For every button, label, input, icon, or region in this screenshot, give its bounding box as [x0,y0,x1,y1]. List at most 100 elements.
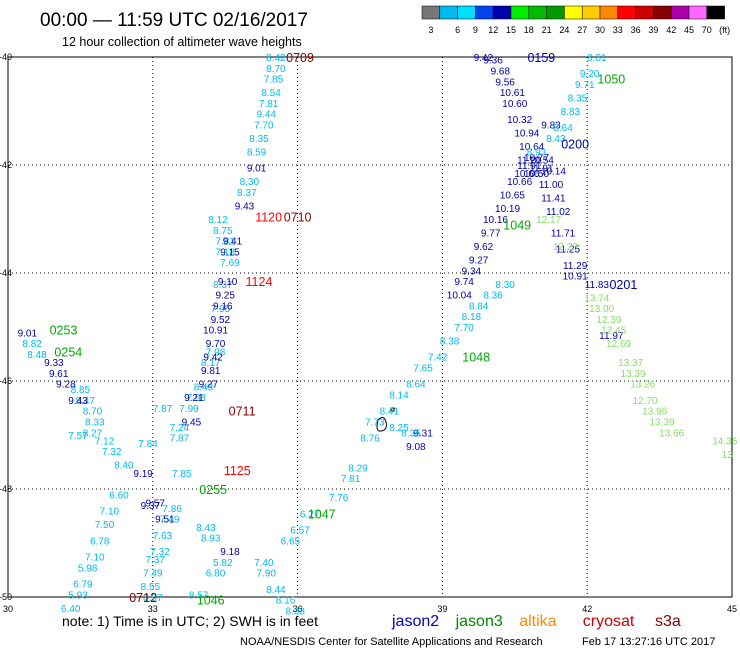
swh-label: 9.41 [223,237,243,248]
swh-label: 8.47 [75,396,95,407]
swh-label: 6.57 [290,526,310,537]
swh-label: 7.81 [259,99,279,110]
swh-label: 8.16 [276,596,296,607]
satellite-name: altika [519,613,556,630]
swh-label: 8.82 [22,339,42,350]
swh-label: 13.37 [618,358,643,369]
swh-label: 9.34 [462,266,482,277]
time-label: 0710 [284,210,312,224]
swh-label: 7.81 [341,474,361,485]
plot-frame [7,56,733,598]
swh-label: 10.61 [500,88,525,99]
legend-swatch [439,5,458,20]
footer-credit: NOAA/NESDIS Center for Satellite Applica… [240,636,543,648]
legend-label: 12 [488,25,498,35]
y-tick-label: -40 [0,52,12,62]
swh-label: 9.19 [133,469,153,480]
y-tick-label: -42 [0,160,12,170]
swh-label: 7.32 [150,547,170,558]
swh-label: 6.27 [300,509,320,520]
legend-label: 18 [524,25,534,35]
swh-label: 8.30 [240,177,260,188]
swh-label: 6.79 [73,580,93,591]
legend-label: (ft) [719,25,730,35]
time-label: 0711 [229,405,256,419]
legend-label: 45 [684,25,694,35]
swh-label: 13.74 [584,293,609,304]
swh-label: 11.41 [541,193,566,204]
swh-label: 12.17 [536,215,561,226]
swh-label: 7.50 [95,520,115,531]
x-tick-label: 36 [293,604,303,614]
swh-label: 8.93 [201,534,221,545]
swh-label: 8.25 [389,423,409,434]
swh-label: 7.99 [179,404,199,415]
time-label: 0253 [50,324,78,338]
swh-label: 6.80 [206,569,226,580]
swh-label: 13.00 [589,304,614,315]
swh-label: 10.94 [514,129,539,140]
legend-swatch [706,5,725,20]
swh-label: 8.37 [237,188,257,199]
swh-label: 9.51 [155,515,175,526]
swh-label: 11.00 [539,180,564,191]
swh-label: 13.66 [659,428,684,439]
swh-label: 8.44 [266,585,286,596]
legend-swatch [421,5,441,20]
swh-label: 9.18 [220,547,240,558]
swh-label: 6.78 [90,536,110,547]
swh-label: 7.85 [264,75,284,86]
swh-label: 9.81 [201,366,221,377]
swh-label: 8.40 [114,461,134,472]
legend-swatch [457,5,476,20]
swh-label: 9.43 [235,202,255,213]
time-label: 0709 [286,51,314,65]
swh-label: 9.16 [213,301,233,312]
swh-label: 9.31 [413,428,433,439]
swh-label: 11.20 [517,156,542,167]
swh-label: 5.82 [213,558,233,569]
swh-label: 5.93 [68,590,88,601]
swh-label: 10.16 [483,215,508,226]
swh-label: 7.90 [256,569,276,580]
swh-label: 8.64 [406,380,426,391]
legend-label: 39 [648,25,658,35]
swh-label: 7.57 [68,431,88,442]
swh-label: 7.18 [215,247,235,258]
legend-swatch [546,5,565,20]
swh-label: 8.57 [143,593,163,604]
chart-subtitle: 12 hour collection of altimeter wave hei… [62,35,302,49]
swh-label: 8.33 [285,607,305,618]
swh-label: 9.77 [481,229,501,240]
swh-label: 8.14 [389,391,409,402]
swh-label: 11.91 [529,164,554,175]
swh-label: 7.12 [95,436,115,447]
satellite-name: cryosat [583,613,635,630]
legend-label: 15 [506,25,516,35]
swh-label: 8.84 [469,301,489,312]
swh-label: 9.21 [184,393,204,404]
island-outline [376,407,395,432]
swh-label: 8.43 [196,523,216,534]
swh-label: 9.20 [580,69,600,80]
time-label: 0201 [609,278,637,292]
swh-label: 7.87 [153,404,173,415]
swh-label: 10.91 [563,272,588,283]
swh-label: 8.70 [83,407,103,418]
legend-swatch [528,5,547,20]
swh-label: 10.64 [519,142,544,153]
swh-label: 7.10 [85,553,105,564]
footer-note: note: 1) Time is in UTC; 2) SWH is in fe… [62,613,318,629]
swh-label: 8.76 [360,434,380,445]
legend-label: 3 [428,25,433,35]
swh-label: 13.39 [649,418,674,429]
satellite-name: jason2 [391,613,439,630]
y-tick-label: -46 [0,376,12,386]
swh-label: 7.24 [170,423,190,434]
swh-label: 7.40 [254,558,274,569]
swh-label: 7.65 [413,364,433,375]
swh-label: 11.97 [599,331,624,342]
footer-timestamp: Feb 17 13:27:16 UTC 2017 [582,636,715,648]
legend-swatch [581,5,601,20]
swh-label: 7.86 [162,504,182,515]
